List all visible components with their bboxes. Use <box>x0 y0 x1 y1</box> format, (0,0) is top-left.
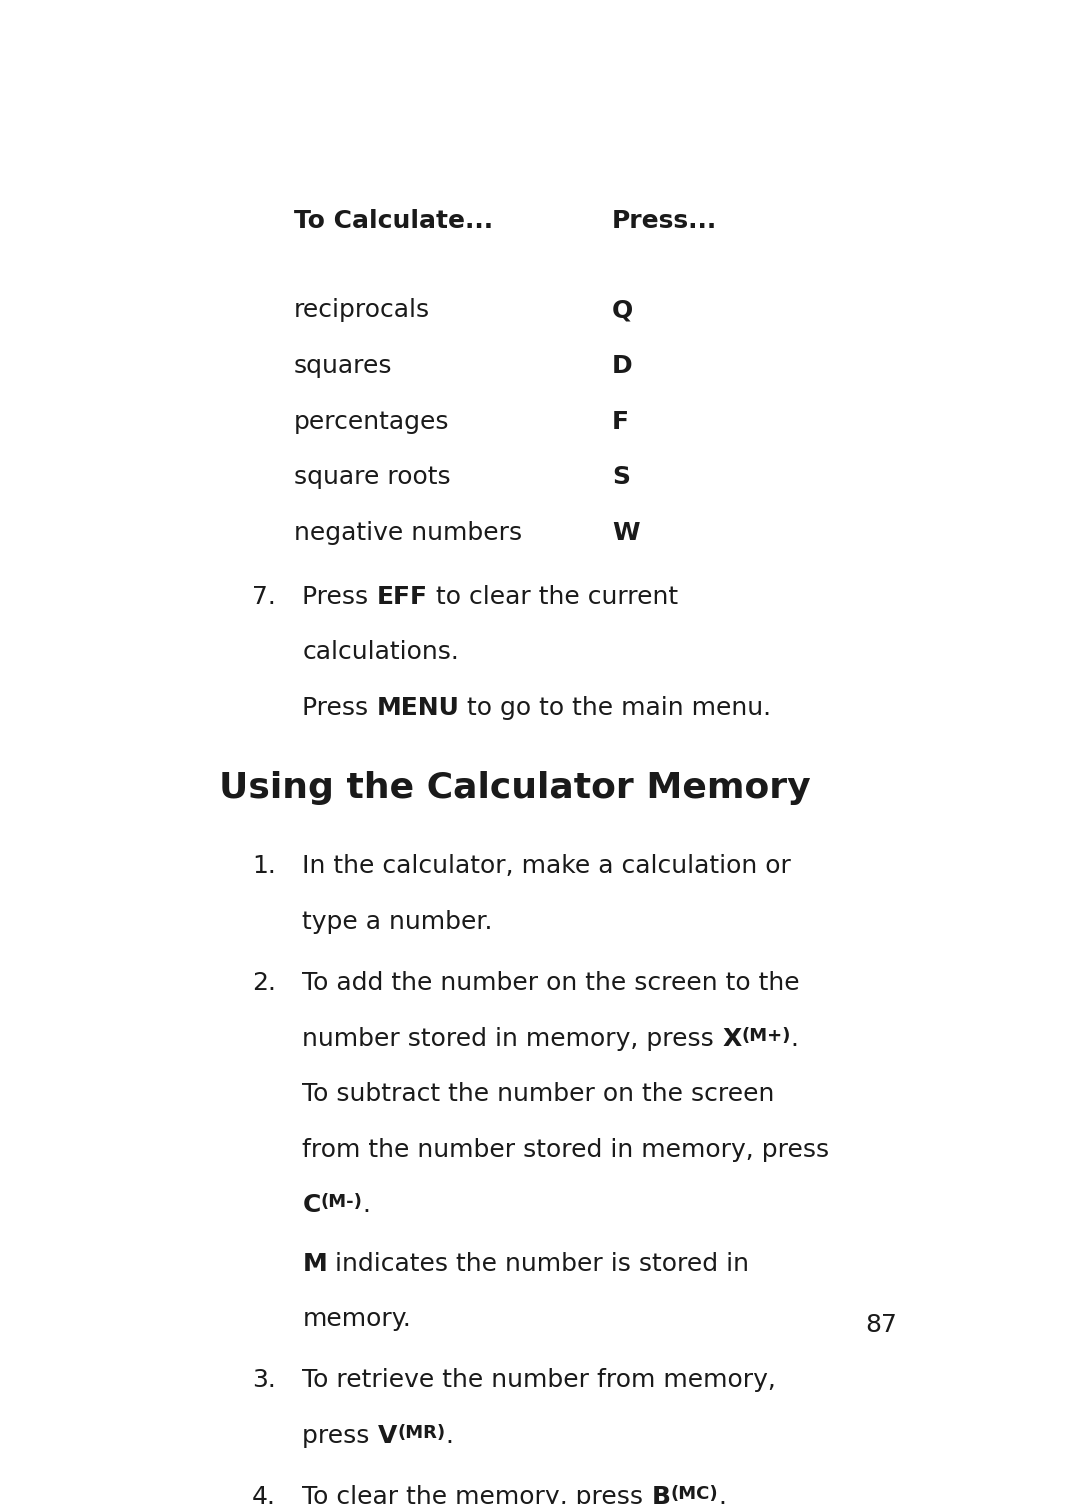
Text: Press...: Press... <box>612 209 717 233</box>
Text: .: . <box>363 1193 370 1217</box>
Text: S: S <box>612 465 630 489</box>
Text: 7.: 7. <box>253 585 276 609</box>
Text: 2.: 2. <box>253 972 276 996</box>
Text: 4.: 4. <box>253 1484 276 1504</box>
Text: (MC): (MC) <box>671 1484 718 1502</box>
Text: Using the Calculator Memory: Using the Calculator Memory <box>218 772 810 805</box>
Text: Q: Q <box>612 298 633 322</box>
Text: Press: Press <box>302 585 377 609</box>
Text: To retrieve the number from memory,: To retrieve the number from memory, <box>302 1369 777 1393</box>
Text: MENU: MENU <box>377 696 459 720</box>
Text: calculations.: calculations. <box>302 641 459 665</box>
Text: F: F <box>612 409 629 433</box>
Text: D: D <box>612 353 633 378</box>
Text: squares: squares <box>294 353 392 378</box>
Text: 87: 87 <box>865 1313 896 1337</box>
Text: W: W <box>612 520 639 544</box>
Text: To clear the memory, press: To clear the memory, press <box>302 1484 651 1504</box>
Text: C: C <box>302 1193 321 1217</box>
Text: V: V <box>378 1424 397 1448</box>
Text: memory.: memory. <box>302 1307 411 1331</box>
Text: number stored in memory, press: number stored in memory, press <box>302 1027 723 1051</box>
Text: In the calculator, make a calculation or: In the calculator, make a calculation or <box>302 854 792 878</box>
Text: reciprocals: reciprocals <box>294 298 430 322</box>
Text: X: X <box>723 1027 741 1051</box>
Text: type a number.: type a number. <box>302 910 492 934</box>
Text: 1.: 1. <box>253 854 276 878</box>
Text: to go to the main menu.: to go to the main menu. <box>459 696 771 720</box>
Text: EFF: EFF <box>377 585 428 609</box>
Text: negative numbers: negative numbers <box>294 520 522 544</box>
Text: (MR): (MR) <box>397 1424 445 1442</box>
Text: percentages: percentages <box>294 409 449 433</box>
Text: to clear the current: to clear the current <box>428 585 677 609</box>
Text: from the number stored in memory, press: from the number stored in memory, press <box>302 1137 829 1161</box>
Text: indicates the number is stored in: indicates the number is stored in <box>327 1251 750 1275</box>
Text: To subtract the number on the screen: To subtract the number on the screen <box>302 1083 774 1105</box>
Text: To Calculate...: To Calculate... <box>294 209 494 233</box>
Text: .: . <box>718 1484 726 1504</box>
Text: press: press <box>302 1424 378 1448</box>
Text: M: M <box>302 1251 327 1275</box>
Text: 3.: 3. <box>253 1369 276 1393</box>
Text: To add the number on the screen to the: To add the number on the screen to the <box>302 972 800 996</box>
Text: .: . <box>791 1027 799 1051</box>
Text: B: B <box>651 1484 671 1504</box>
Text: .: . <box>445 1424 454 1448</box>
Text: square roots: square roots <box>294 465 450 489</box>
Text: (M+): (M+) <box>741 1027 791 1045</box>
Text: (M-): (M-) <box>321 1193 363 1211</box>
Text: Press: Press <box>302 696 377 720</box>
